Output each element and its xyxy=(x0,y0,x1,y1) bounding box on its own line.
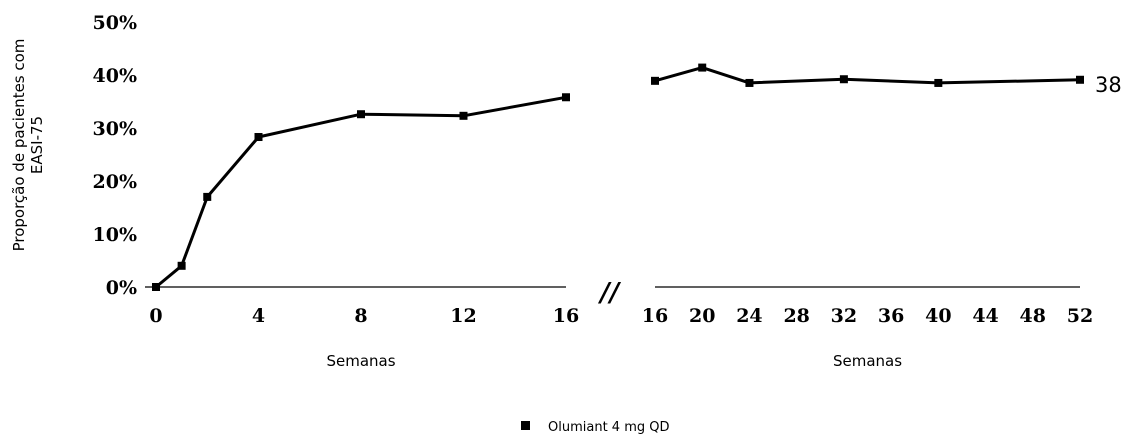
panel-left: 0 4 8 12 16 Semanas xyxy=(145,93,579,370)
data-point xyxy=(254,133,263,142)
data-point xyxy=(934,78,943,87)
x-tick-label: 12 xyxy=(450,305,476,327)
x-axis-title: Semanas xyxy=(326,352,395,370)
data-point xyxy=(203,192,212,201)
series-line xyxy=(155,95,567,289)
series-end-label: 38 xyxy=(1095,73,1122,97)
y-ticks: 0% 10% 20% 30% 40% 50% xyxy=(93,12,138,299)
data-point xyxy=(839,75,848,84)
x-tick-label: 28 xyxy=(783,305,809,327)
x-tick-label: 16 xyxy=(642,305,668,327)
y-tick-label: 10% xyxy=(93,224,138,246)
x-tick-label: 52 xyxy=(1067,305,1093,327)
y-tick-label: 40% xyxy=(93,65,138,87)
x-tick-label: 48 xyxy=(1020,305,1046,327)
x-tick-label: 16 xyxy=(553,305,579,327)
y-axis-title-line-1: Proporção de pacientes com xyxy=(10,39,28,252)
x-tick-label: 8 xyxy=(354,305,367,327)
x-axis-title: Semanas xyxy=(833,352,902,370)
data-point xyxy=(177,261,186,270)
x-tick-label: 44 xyxy=(972,305,998,327)
x-tick-label: 32 xyxy=(831,305,857,327)
y-tick-label: 50% xyxy=(93,12,138,34)
data-point xyxy=(1076,75,1084,84)
data-point xyxy=(459,111,468,120)
data-point xyxy=(651,76,659,85)
series-line xyxy=(654,66,1081,85)
legend-marker xyxy=(521,421,530,430)
x-tick-label: 4 xyxy=(252,305,265,327)
y-axis-title: Proporção de pacientes com EASI-75 xyxy=(10,39,46,252)
panel-right: 16 20 24 28 32 36 40 44 48 52 Semanas xyxy=(642,63,1093,370)
y-tick-label: 30% xyxy=(93,118,138,140)
data-point xyxy=(152,283,160,291)
x-tick-label: 20 xyxy=(689,305,715,327)
legend: Olumiant 4 mg QD xyxy=(521,420,670,435)
data-point xyxy=(562,93,570,102)
data-point xyxy=(357,110,365,119)
data-point xyxy=(745,78,754,87)
x-tick-label: 0 xyxy=(149,305,162,327)
x-tick-label: 36 xyxy=(878,305,904,327)
data-point xyxy=(698,63,707,72)
legend-label: Olumiant 4 mg QD xyxy=(548,420,670,435)
y-axis-title-line-2: EASI-75 xyxy=(28,116,46,174)
x-tick-label: 24 xyxy=(736,305,762,327)
y-tick-label: 0% xyxy=(106,277,137,299)
y-tick-label: 20% xyxy=(93,171,138,193)
axis-break-mark: // xyxy=(597,278,621,308)
x-tick-label: 40 xyxy=(925,305,951,327)
